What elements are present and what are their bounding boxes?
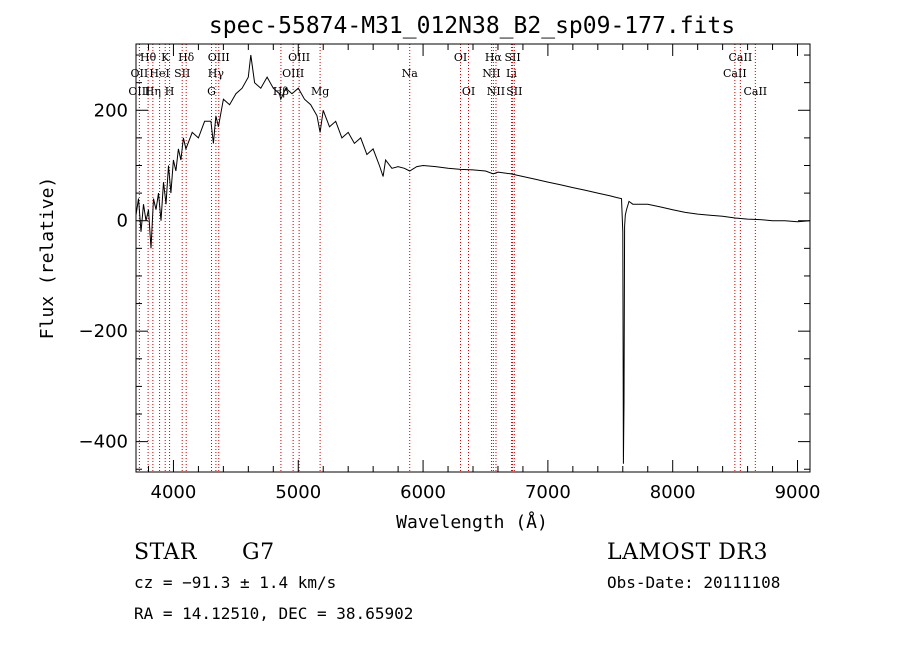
line-label: G [207,85,216,98]
object-subclass: G7 [242,540,275,565]
x-tick-label: 7000 [525,482,571,503]
redshift-cz: cz = −91.3 ± 1.4 km/s [134,573,336,592]
x-tick-label: 6000 [400,482,446,503]
plot-frame [135,43,811,473]
object-class: STAR [134,540,198,565]
line-label: CaII [743,85,767,98]
emission-line-markers [138,44,756,472]
x-tick-label: 4000 [151,482,197,503]
line-label: Hα [485,51,503,64]
y-tick-label: −200 [79,321,128,342]
line-label: OI [454,51,467,64]
line-label: Hθ [140,51,157,64]
line-label: NII [487,85,505,98]
observation-date: Obs-Date: 20111108 [607,573,780,592]
line-label: OIII [128,85,150,98]
x-axis-ticks: 4000 5000 6000 7000 8000 9000 [147,44,821,503]
y-axis-ticks: −400 −200 0 200 [79,54,810,470]
y-axis-label: Flux (relative) [37,177,58,340]
spectrum-line [135,54,811,464]
x-tick-label: 8000 [650,482,696,503]
line-label: SII [504,51,520,64]
line-label: OIII [282,67,304,80]
y-tick-label: 200 [94,100,128,121]
y-tick-label: 0 [117,211,128,232]
sky-coordinates: RA = 14.12510, DEC = 38.65902 [134,604,413,623]
x-tick-label: 9000 [775,482,821,503]
emission-line-labels: Hθ OII OIII K HeI Hη SII H Hδ OIII Hγ G OIII OIII Hβ Mg… [128,51,767,98]
line-label: HeI [149,67,169,80]
line-label: Hη [145,85,161,98]
line-label: Li [506,67,517,80]
line-label: Hγ [208,67,225,80]
line-label: OIII [288,51,310,64]
line-label: Hβ [273,85,289,98]
line-label: Hδ [178,51,195,64]
line-label: CaII [729,51,753,64]
line-label: SII [506,85,522,98]
line-label: Mg [311,85,329,98]
line-label: CaII [723,67,747,80]
x-tick-label: 5000 [275,482,321,503]
line-label: K [161,51,170,64]
line-label: Na [402,67,419,80]
survey-name: LAMOST DR3 [607,540,768,565]
line-label: OI [462,85,475,98]
line-label: OIII [208,51,230,64]
line-label: OII [131,67,149,80]
x-axis-label: Wavelength (Å) [396,511,548,533]
chart-title: spec-55874-M31_012N38_B2_sp09-177.fits [209,13,735,39]
line-label: H [165,85,175,98]
line-label: SII [174,67,190,80]
y-tick-label: −400 [79,432,128,453]
line-label: NII [482,67,500,80]
